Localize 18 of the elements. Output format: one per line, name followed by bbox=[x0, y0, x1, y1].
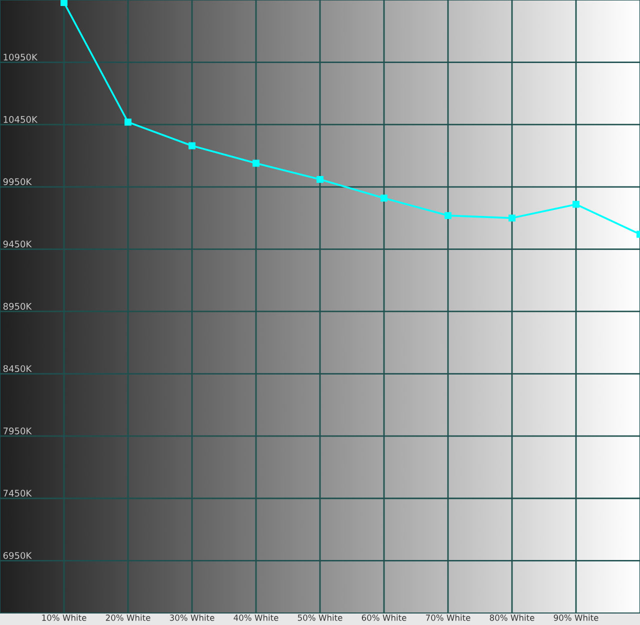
x-tick-label: 20% White bbox=[106, 614, 150, 621]
y-tick-label: 7450K bbox=[4, 490, 32, 497]
x-tick-label: 90% White bbox=[554, 614, 598, 621]
x-tick-label: 40% White bbox=[234, 614, 278, 621]
y-tick-label: 7950K bbox=[4, 428, 32, 434]
x-tick-label: 30% White bbox=[170, 614, 214, 621]
x-tick-label: 10% White bbox=[42, 614, 86, 621]
x-tick-label: 60% White bbox=[362, 614, 406, 621]
y-tick-label: 10450K bbox=[4, 116, 38, 123]
x-tick-label: 70% White bbox=[426, 614, 470, 621]
y-tick-label: 6950K bbox=[3, 552, 32, 559]
y-tick-label: 9450K bbox=[3, 240, 32, 248]
x-tick-label: 80% White bbox=[490, 614, 534, 621]
y-tick-label: 10950K bbox=[4, 54, 38, 61]
y-tick-label: 8450K bbox=[3, 365, 32, 372]
x-tick-label: 50% White bbox=[298, 614, 342, 621]
y-tick-label: 9950K bbox=[3, 178, 32, 186]
y-tick-label: 8950K bbox=[3, 302, 32, 310]
